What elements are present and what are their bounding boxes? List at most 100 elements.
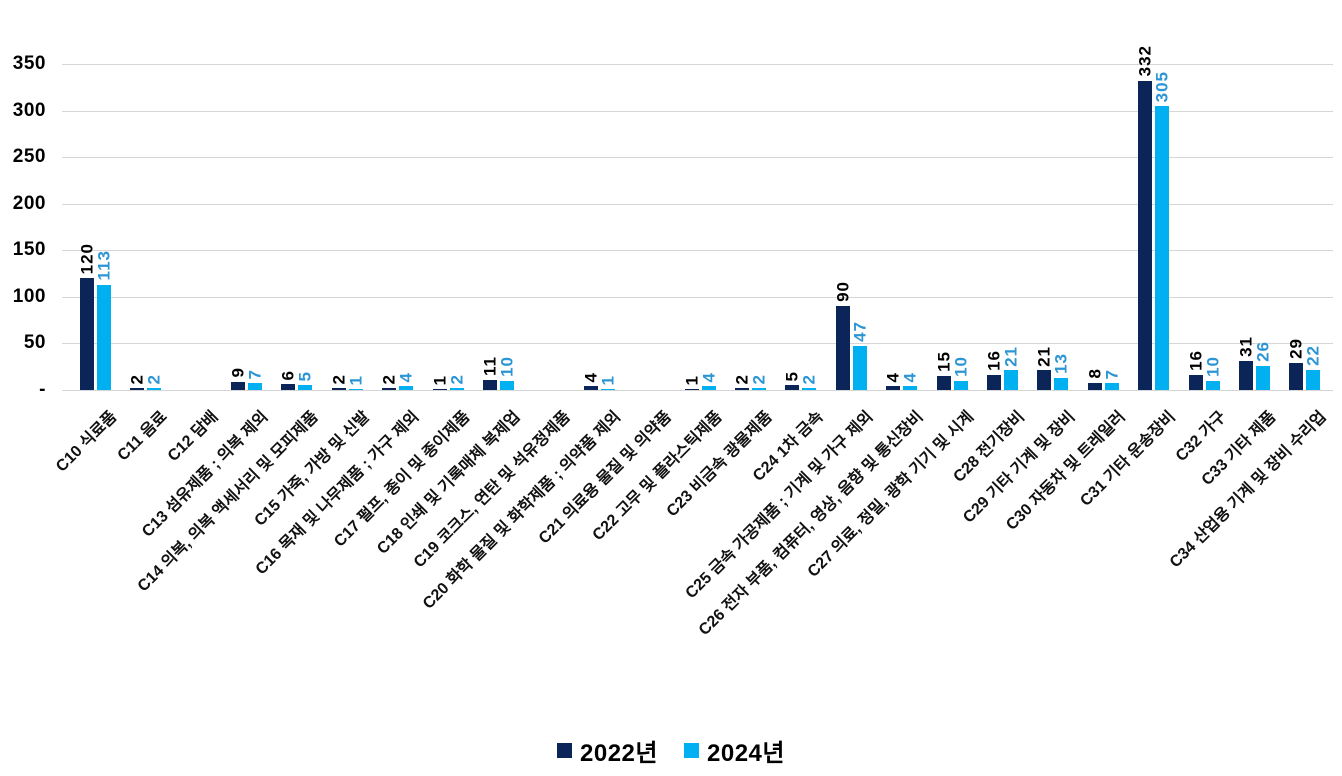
bar-value-label: 1 [598,374,618,385]
bar-2022 [1138,80,1153,390]
gridline [62,157,1333,159]
bar-2024 [600,389,615,390]
bar-2022 [331,388,346,390]
bar-2024 [449,388,464,390]
gridline [62,64,1333,65]
y-axis-tick-label: 100 [12,285,46,307]
bar-value-label: 15 [934,351,953,373]
category-label: C10 식료품 [53,408,121,476]
bar-value-label: 9 [228,367,248,378]
legend-swatch-2022-icon [557,743,573,758]
bar-value-label: 31 [1236,336,1256,358]
bar-2022 [130,388,145,390]
bar-2024 [1003,370,1018,390]
bar-2024 [852,346,867,390]
bar-value-label: 21 [1034,345,1054,367]
chart-legend: 2022년 2024년 [0,733,1342,768]
bar-value-label: 13 [1051,352,1071,374]
bar-value-label: 4 [581,371,601,383]
bar-value-label: 16 [1186,350,1205,372]
bar-value-label: 8 [1085,368,1105,379]
bar-2022 [1037,370,1052,390]
legend-swatch-2024-icon [684,743,699,758]
legend-label-2024: 2024년 [707,740,785,767]
bar-2022 [1188,375,1203,390]
category-label: C11 음료 [114,408,171,465]
bar-value-label: 2 [127,373,147,385]
bar-value-label: 2 [379,373,399,385]
bar-2022 [1087,382,1102,390]
bar-value-label: 11 [480,355,500,376]
bar-2022 [986,375,1001,390]
bar-2024 [1205,380,1220,390]
bar-2022 [835,306,850,390]
bar-value-label: 47 [850,321,870,343]
bar-2022 [230,381,245,390]
bar-2024 [499,380,514,390]
bar-value-label: 1 [430,374,449,385]
bar-2024 [247,383,262,390]
bar-2022 [79,278,94,390]
bar-2024 [802,388,817,390]
bar-value-label: 4 [883,371,903,383]
bar-value-label: 6 [278,369,298,381]
bar-2022 [734,388,749,390]
bar-value-label: 10 [1203,355,1222,377]
bar-value-label: 21 [1001,345,1021,367]
bar-value-label: 16 [984,350,1004,372]
bar-2024 [953,380,968,390]
bar-value-label: 4 [699,371,718,383]
bar-2024 [1054,377,1069,390]
bar-value-label: 29 [1286,338,1306,359]
bar-2024 [903,386,918,390]
bar-value-label: 4 [396,371,416,383]
bar-2022 [785,385,800,390]
bar-2022 [1238,361,1253,390]
bar-value-label: 2 [749,373,769,385]
legend-label-2022: 2022년 [580,740,658,767]
bar-2022 [583,386,598,390]
bar-value-label: 2 [329,373,349,385]
legend-item-2022: 2022년 [557,733,658,768]
y-axis-tick-label: 350 [12,53,46,74]
bar-2022 [684,389,699,390]
y-axis-tick-label: 50 [23,332,46,354]
bar-value-label: 5 [295,370,315,382]
bar-2022 [281,384,296,390]
bar-2024 [1255,365,1270,390]
bar-value-label: 305 [1152,70,1172,102]
gridline [62,203,1333,205]
bar-2022 [886,386,901,390]
bar-value-label: 26 [1253,340,1273,362]
bar-value-label: 7 [1102,369,1122,380]
bar-2024 [96,284,111,390]
bar-2024 [1155,105,1170,390]
bar-value-label: 10 [951,355,970,377]
bar-value-label: 113 [94,250,114,281]
bar-2024 [147,388,162,390]
bar-value-label: 10 [497,355,517,377]
legend-item-2024: 2024년 [684,733,785,768]
y-axis-tick-label: 300 [12,99,46,121]
bar-value-label: 4 [900,371,920,383]
bar-value-label: 1 [682,374,701,385]
bar-2022 [432,389,447,390]
bar-2024 [399,386,414,390]
bar-2022 [1289,362,1304,390]
bar-value-label: 7 [245,369,265,380]
bar-value-label: 90 [833,281,853,303]
bar-2024 [751,388,766,390]
bar-2022 [382,388,397,390]
bar-value-label: 5 [782,370,802,382]
bar-2024 [298,385,313,390]
bar-2024 [1104,383,1119,390]
gridline [62,390,1333,391]
bar-2024 [1306,369,1321,390]
bar-value-label: 2 [447,373,466,385]
gridline [62,250,1333,252]
bar-2022 [936,376,951,390]
gridline [62,296,1333,298]
bar-value-label: 332 [1135,45,1155,77]
bar-value-label: 22 [1303,344,1323,366]
